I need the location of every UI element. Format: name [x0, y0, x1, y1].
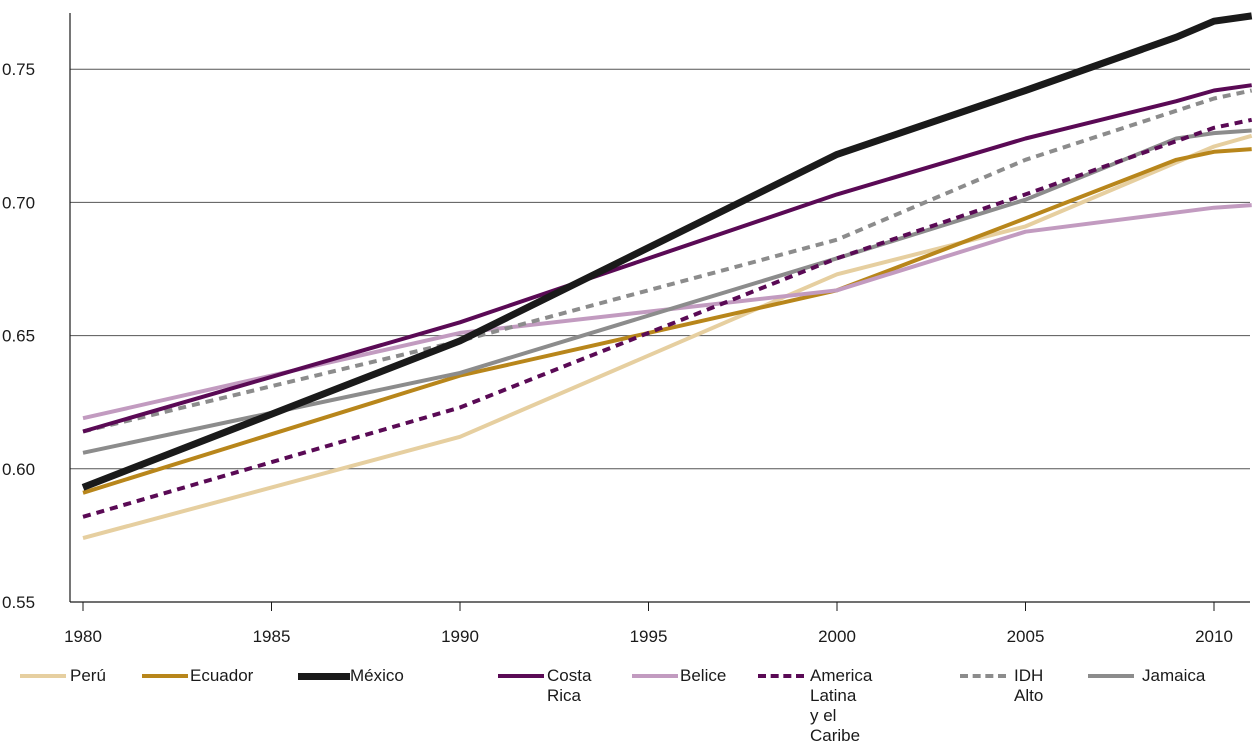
- x-tick-label: 2010: [1195, 627, 1233, 646]
- legend-label: IDH Alto: [1014, 666, 1044, 705]
- legend-label: Ecuador: [190, 666, 254, 685]
- series-line-4: [82, 203, 1252, 421]
- series-lines: [81, 12, 1253, 541]
- legend-swatch: [960, 674, 1006, 678]
- y-tick-labels: 0.55 0.60 0.65 0.70 0.75: [2, 60, 35, 612]
- y-tick-label: 0.60: [2, 460, 35, 479]
- series-line-7: [82, 128, 1252, 455]
- legend-label: Perú: [70, 666, 106, 685]
- legend-swatch: [498, 674, 544, 678]
- x-tick-label: 2000: [818, 627, 856, 646]
- x-tick-label: 1980: [64, 627, 102, 646]
- series-line-0: [82, 133, 1253, 541]
- y-tick-label: 0.70: [2, 193, 35, 212]
- legend-swatch: [758, 674, 804, 678]
- series-line-6: [82, 88, 1253, 434]
- line-chart: 0.55 0.60 0.65 0.70 0.75 1980 1985 1990 1995 200…: [2, 12, 1253, 646]
- x-tick-label: 2005: [1007, 627, 1045, 646]
- x-tick-labels: 1980 1985 1990 1995 2000 2005 2010: [64, 627, 1233, 646]
- axes: [69, 13, 1250, 611]
- grid-lines: [70, 68, 1250, 470]
- series-line-3: [82, 83, 1252, 434]
- x-tick-label: 1985: [253, 627, 291, 646]
- legend-label: Jamaica: [1142, 666, 1206, 685]
- y-tick-label: 0.55: [2, 593, 35, 612]
- series-line-5: [82, 117, 1253, 519]
- series-line-1: [82, 147, 1252, 495]
- legend-swatch: [1088, 674, 1134, 678]
- legend-swatch: [142, 674, 188, 678]
- legend-swatch: [20, 674, 66, 678]
- legend-swatch: [632, 674, 678, 678]
- series-line-2: [81, 12, 1253, 491]
- x-tick-label: 1990: [441, 627, 479, 646]
- legend: Perú Ecuador México Costa Rica Belice America…: [0, 666, 1253, 745]
- legend-swatch: [298, 672, 350, 680]
- legend-label: México: [350, 666, 404, 685]
- legend-label: Belice: [680, 666, 727, 685]
- legend-label: Costa Rica: [547, 666, 592, 705]
- y-tick-label: 0.75: [2, 60, 35, 79]
- x-tick-label: 1995: [630, 627, 668, 646]
- legend-label: America Latina y el Caribe: [810, 666, 873, 745]
- y-tick-label: 0.65: [2, 327, 35, 346]
